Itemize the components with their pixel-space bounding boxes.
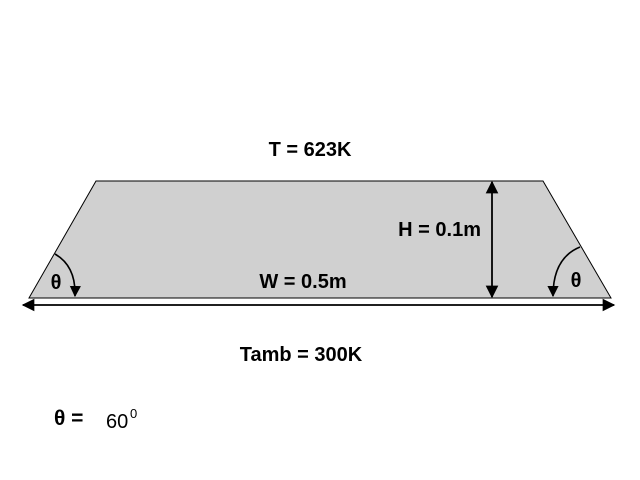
trapezoid-shape xyxy=(28,180,612,299)
temperature-label: T = 623K xyxy=(269,139,352,161)
right-angle-symbol: θ xyxy=(571,270,582,292)
width-label: W = 0.5m xyxy=(259,271,346,293)
right-angle-arc xyxy=(547,246,581,298)
left-angle-symbol: θ xyxy=(51,272,62,294)
ambient-temperature-label: Tamb = 300K xyxy=(240,344,363,366)
angle-definition-value: 60 xyxy=(106,411,128,433)
angle-definition-symbol: θ = xyxy=(54,407,83,430)
height-label: H = 0.1m xyxy=(398,219,481,241)
angle-definition-superscript: 0 xyxy=(130,406,137,421)
left-angle-arc xyxy=(54,253,81,298)
